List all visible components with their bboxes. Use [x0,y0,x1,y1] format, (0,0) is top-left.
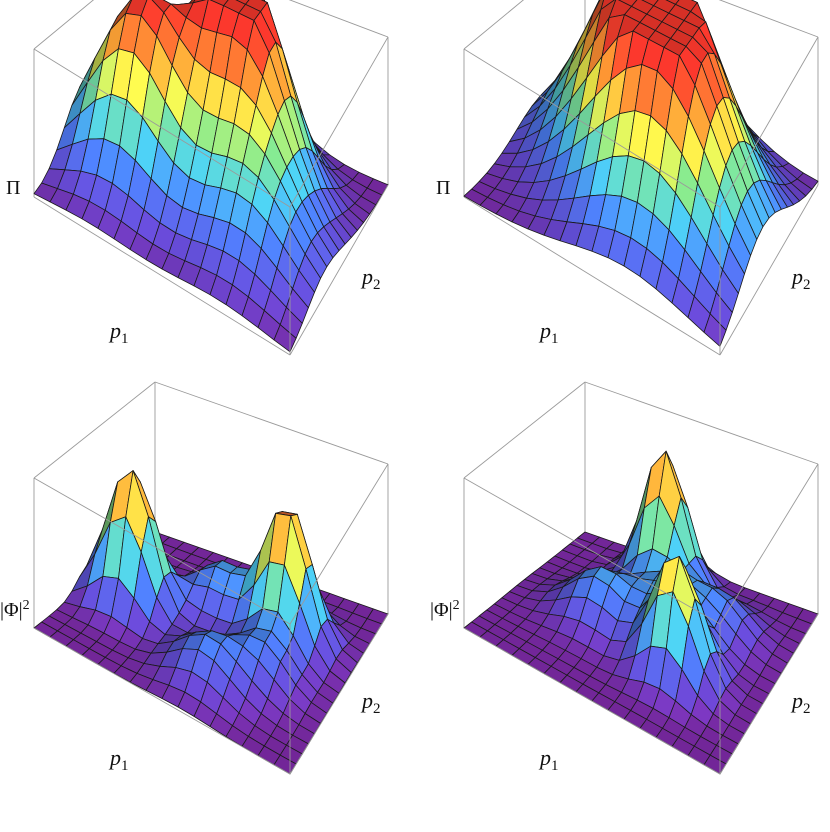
surface-plot [463,450,819,775]
box-edge [463,196,721,356]
surface-plot [33,470,389,775]
surface-cell [273,324,297,353]
y-axis-label: p2 [790,688,811,717]
y-axis-label: p2 [360,688,381,717]
y-axis-label: p2 [360,264,381,293]
y-axis-label: p2 [790,264,811,293]
box-edge [289,613,389,775]
surface-plot [33,0,389,353]
bounding-box-front [33,36,389,356]
panel-top-right: Π p1 p2 [436,0,819,356]
surface-plot [463,0,819,347]
bounding-box-back [463,381,819,628]
box-edge [463,477,721,625]
panel-bottom-left: |Φ|2 p1 p2 [0,381,389,775]
box-edge [33,381,156,479]
box-edge [719,36,819,208]
panel-bottom-right: |Φ|2 p1 p2 [430,381,819,775]
box-edge [154,381,389,465]
box-edge [33,477,291,625]
x-axis-label: p1 [538,745,559,774]
box-edge [288,0,389,38]
box-edge [33,48,291,208]
box-edge [463,381,586,479]
panel-top-left: Π p1 p2 [6,0,389,356]
surface-cell [703,313,727,347]
x-axis-label: p1 [108,745,129,774]
box-edge [33,627,291,775]
z-axis-label: Π [6,177,20,199]
box-edge [289,184,389,356]
box-edge [289,463,389,625]
box-edge [463,48,721,208]
bounding-box-front [463,36,819,356]
box-edge [718,0,819,38]
box-edge [719,184,819,356]
box-edge [463,627,721,775]
x-axis-label: p1 [538,318,559,347]
z-axis-label: Π [436,177,450,199]
bounding-box-front [33,463,389,775]
box-edge [289,36,389,208]
box-edge [33,0,94,50]
box-edge [584,381,819,465]
z-axis-label: |Φ|2 [0,598,30,622]
bounding-box-front [463,463,819,775]
box-edge [33,196,291,356]
box-edge [719,463,819,625]
x-axis-label: p1 [108,318,129,347]
box-edge [719,613,819,775]
box-edge [463,0,524,50]
bounding-box-back [33,381,389,628]
z-axis-label: |Φ|2 [430,598,460,622]
